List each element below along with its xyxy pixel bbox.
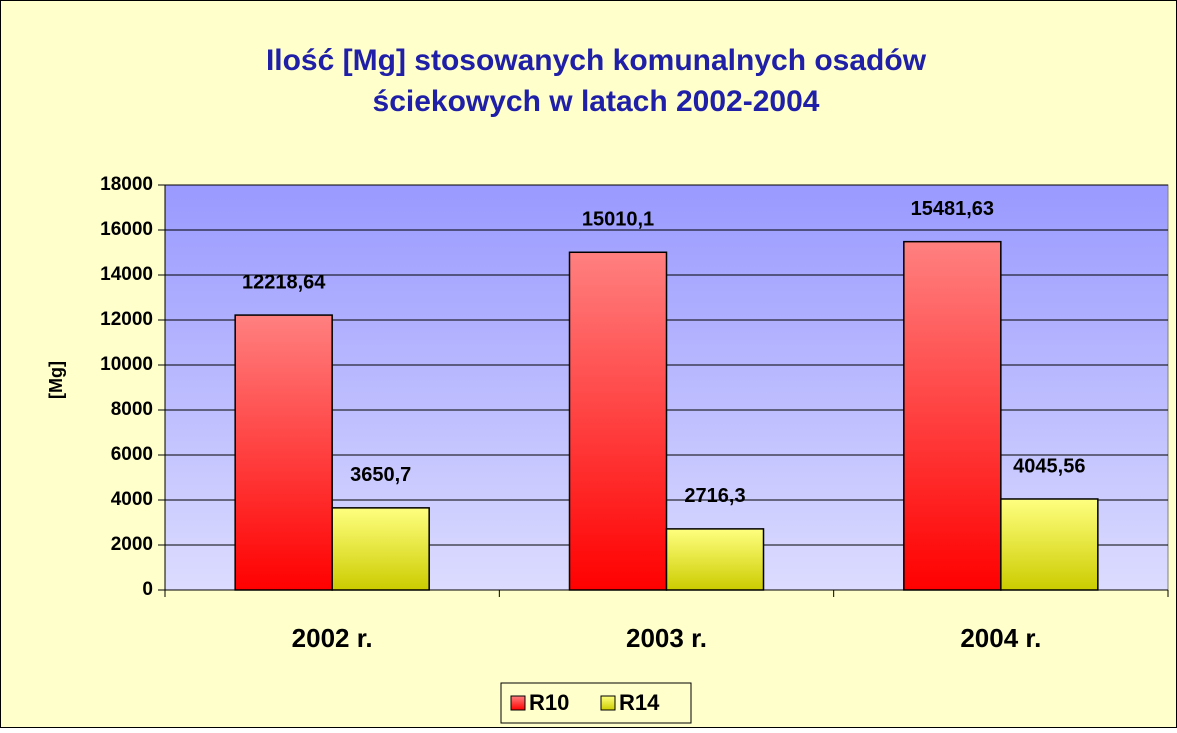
x-tick-label: 2002 r. bbox=[292, 623, 373, 653]
x-tick-label: 2004 r. bbox=[960, 623, 1041, 653]
y-tick-label: 0 bbox=[142, 579, 153, 600]
y-tick-label: 4000 bbox=[111, 489, 153, 510]
legend-swatch bbox=[600, 695, 616, 711]
data-label: 3650,7 bbox=[350, 464, 411, 486]
y-tick-label: 12000 bbox=[100, 309, 153, 330]
chart-title: ściekowych w latach 2002-2004 bbox=[373, 85, 820, 118]
y-tick-label: 2000 bbox=[111, 534, 153, 555]
bar bbox=[903, 240, 1002, 591]
y-tick-label: 8000 bbox=[111, 399, 153, 420]
y-tick-label: 18000 bbox=[100, 174, 153, 195]
y-tick-label: 10000 bbox=[100, 354, 153, 375]
data-label: 15010,1 bbox=[582, 209, 654, 231]
bar bbox=[568, 251, 668, 591]
y-tick-label: 6000 bbox=[111, 444, 153, 465]
bar bbox=[331, 507, 430, 591]
data-label: 4045,56 bbox=[1013, 455, 1085, 477]
data-label: 15481,63 bbox=[911, 198, 994, 220]
legend-swatch bbox=[510, 695, 526, 711]
data-label: 12218,64 bbox=[242, 271, 326, 293]
legend-box bbox=[500, 682, 692, 724]
legend-label: R14 bbox=[619, 690, 660, 715]
bar bbox=[1000, 498, 1099, 591]
chart-title: Ilość [Mg] stosowanych komunalnych osadó… bbox=[266, 44, 927, 77]
bar bbox=[665, 528, 765, 591]
y-tick-label: 14000 bbox=[100, 264, 153, 285]
y-axis-label: [Mg] bbox=[46, 361, 66, 399]
bar bbox=[234, 314, 333, 591]
data-label: 2716,3 bbox=[684, 485, 745, 507]
legend-label: R10 bbox=[529, 690, 569, 715]
x-tick-label: 2003 r. bbox=[626, 623, 707, 653]
y-tick-label: 16000 bbox=[100, 219, 153, 240]
